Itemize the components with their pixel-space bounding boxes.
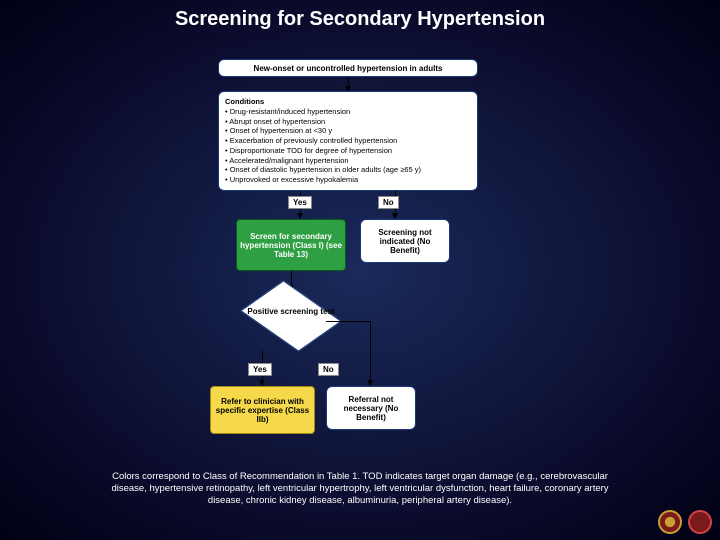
condition-item: • Drug-resistant/induced hypertension — [225, 107, 471, 117]
seal-icon — [688, 510, 712, 534]
condition-item: • Onset of diastolic hypertension in old… — [225, 165, 471, 175]
condition-item: • Onset of hypertension at <30 y — [225, 126, 471, 136]
condition-item: • Unprovoked or excessive hypokalemia — [225, 175, 471, 185]
page-title: Screening for Secondary Hypertension — [0, 0, 720, 31]
seal-icon — [658, 510, 682, 534]
node-screen: Screen for secondary hypertension (Class… — [236, 219, 346, 271]
label-no1: No — [378, 196, 399, 209]
node-not-indicated: Screening not indicated (No Benefit) — [360, 219, 450, 263]
footer-text: Colors correspond to Class of Recommenda… — [0, 471, 720, 507]
label-no2: No — [318, 363, 339, 376]
flowchart: New-onset or uncontrolled hypertension i… — [0, 31, 720, 471]
label-yes2: Yes — [248, 363, 272, 376]
node-start: New-onset or uncontrolled hypertension i… — [218, 59, 478, 77]
footer-logos — [658, 510, 712, 534]
diamond-text: Positive screening test — [246, 307, 336, 316]
node-not-necessary: Referral not necessary (No Benefit) — [326, 386, 416, 430]
node-diamond: Positive screening test — [246, 285, 336, 347]
condition-item: • Abrupt onset of hypertension — [225, 117, 471, 127]
arrow — [326, 321, 370, 322]
condition-item: • Disproportionate TOD for degree of hyp… — [225, 146, 471, 156]
conditions-header: Conditions — [225, 97, 471, 107]
condition-item: • Exacerbation of previously controlled … — [225, 136, 471, 146]
label-yes1: Yes — [288, 196, 312, 209]
arrow — [370, 321, 371, 385]
node-refer: Refer to clinician with specific experti… — [210, 386, 315, 434]
condition-item: • Accelerated/malignant hypertension — [225, 156, 471, 166]
node-conditions: Conditions • Drug-resistant/induced hype… — [218, 91, 478, 191]
